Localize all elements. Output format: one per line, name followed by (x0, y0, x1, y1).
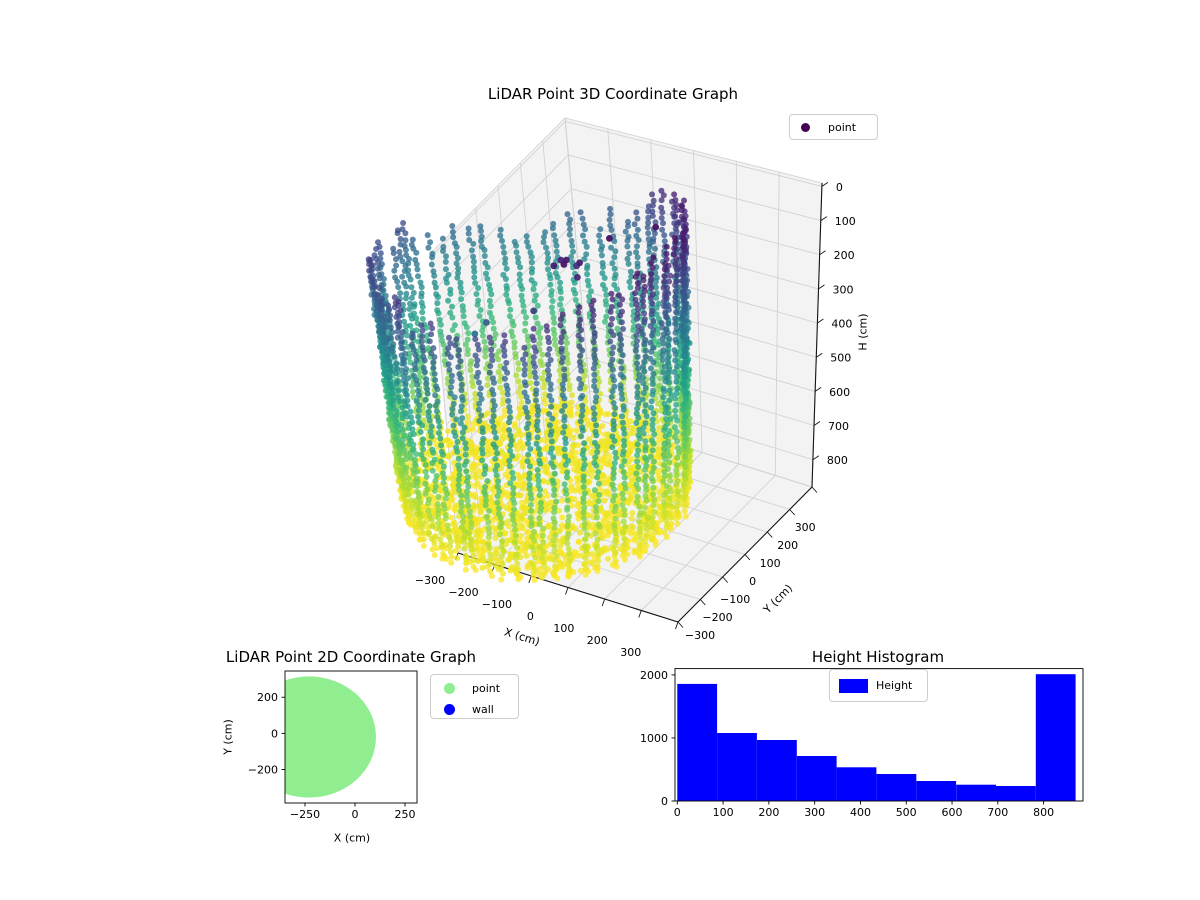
legend-label: point (472, 682, 501, 695)
svg-text:600: 600 (942, 806, 963, 819)
wall-marker-icon (444, 704, 455, 715)
2d-x-axis-label: X (cm) (333, 831, 371, 845)
svg-text:0: 0 (674, 806, 681, 819)
legend-row-height: Height (830, 670, 927, 701)
svg-text:400: 400 (850, 806, 871, 819)
3d-h-axis-label: H (cm) (856, 313, 870, 351)
3d-plot-title: LiDAR Point 3D Coordinate Graph (487, 85, 739, 103)
legend-label: Height (876, 679, 913, 692)
svg-text:700: 700 (987, 806, 1008, 819)
svg-text:1000: 1000 (640, 732, 668, 745)
svg-text:2000: 2000 (640, 669, 668, 682)
legend-label: point (828, 120, 857, 134)
svg-text:800: 800 (1033, 806, 1054, 819)
2d-y-axis-label: Y (cm) (221, 719, 235, 755)
svg-text:500: 500 (896, 806, 917, 819)
legend-row-wall: wall (431, 699, 518, 720)
histogram-legend: Height (829, 669, 928, 702)
svg-text:0: 0 (661, 795, 668, 808)
legend-row-point: point (790, 115, 877, 139)
3d-plot-legend: point (789, 114, 878, 140)
height-swatch-icon (839, 678, 868, 693)
legend-label: wall (472, 703, 494, 716)
svg-text:300: 300 (804, 806, 825, 819)
point-marker-icon (444, 683, 455, 694)
histogram-title: Height Histogram (811, 648, 945, 666)
2d-plot-title: LiDAR Point 2D Coordinate Graph (225, 648, 477, 666)
2d-plot-legend: point wall (430, 674, 519, 719)
point-marker-icon (801, 122, 810, 132)
svg-text:200: 200 (758, 806, 779, 819)
svg-text:100: 100 (713, 806, 734, 819)
legend-row-point: point (431, 678, 518, 699)
